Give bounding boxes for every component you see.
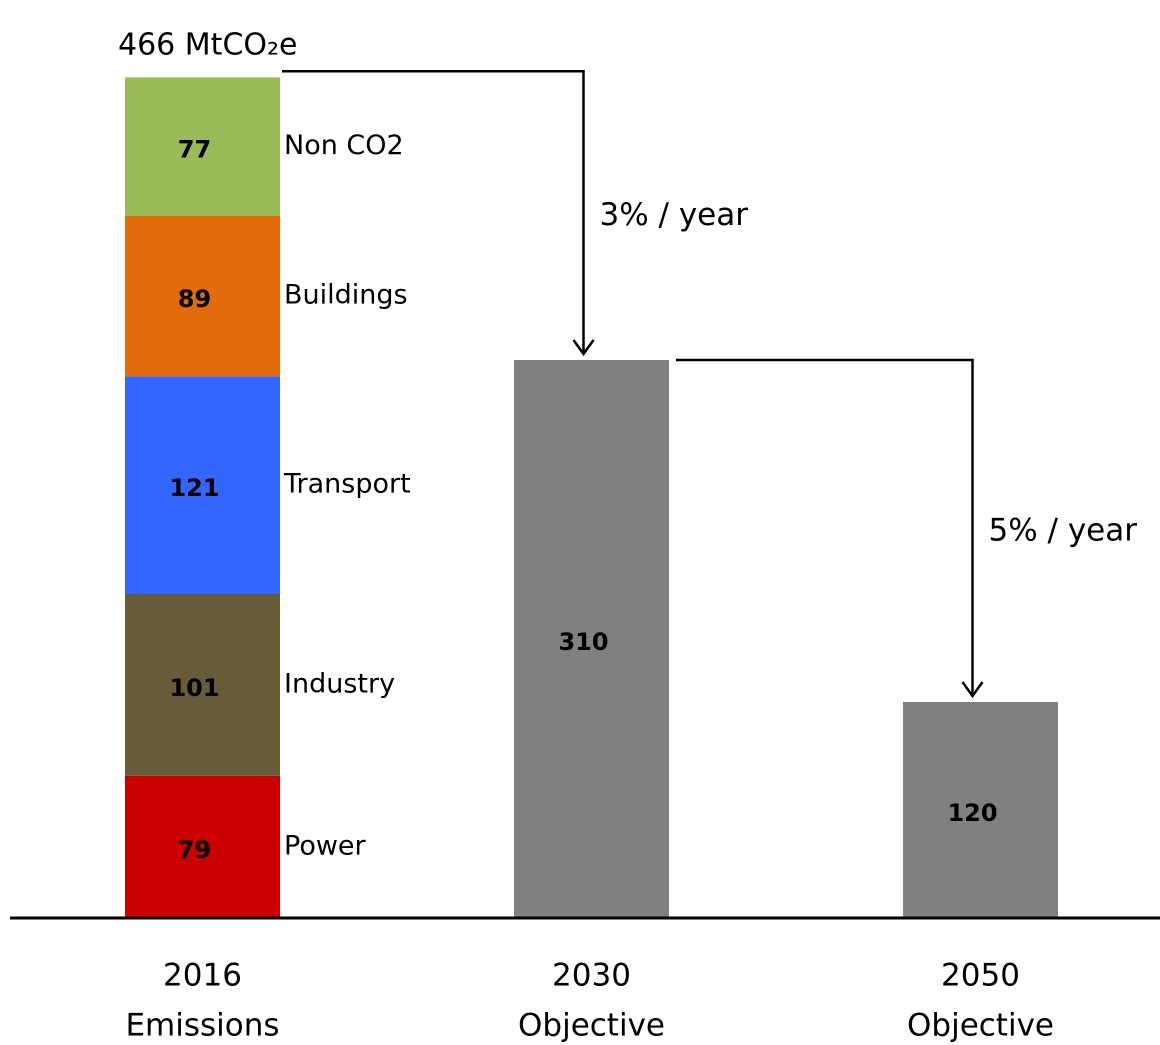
x-tick-label: 2030 [552, 958, 631, 994]
x-tick-label: Emissions [125, 1008, 279, 1044]
value-label: 120 [947, 799, 997, 827]
annotation: 3% / year [600, 197, 749, 233]
bar-segment [903, 702, 1058, 918]
arrow-head [572, 339, 595, 357]
bar-segment [514, 360, 669, 918]
arrow [676, 358, 974, 696]
arrow [282, 69, 585, 354]
total-label: 466 MtCO₂e [118, 28, 298, 63]
value-label: 101 [169, 674, 219, 702]
segment-name: Transport [283, 469, 411, 500]
value-label: 77 [178, 136, 211, 164]
segment-name: Non CO2 [284, 130, 404, 161]
value-label: 79 [178, 836, 211, 864]
segment-name: Industry [284, 668, 395, 699]
value-label: 121 [169, 474, 219, 502]
x-tick-label: Objective [907, 1008, 1054, 1044]
annotation: 5% / year [989, 513, 1138, 549]
bar-segment [125, 77, 280, 217]
value-label: 89 [178, 285, 211, 313]
bar-segment [125, 216, 280, 377]
bar-segment [125, 594, 280, 776]
x-tick-label: 2050 [941, 958, 1020, 994]
bar-segment [125, 775, 280, 918]
segment-name: Buildings [284, 280, 408, 311]
value-label: 310 [558, 628, 608, 656]
x-tick-label: Objective [518, 1008, 665, 1044]
segment-name: Power [284, 830, 367, 861]
bar-segment [125, 376, 280, 594]
arrow-head [961, 681, 984, 699]
x-tick-label: 2016 [163, 958, 242, 994]
